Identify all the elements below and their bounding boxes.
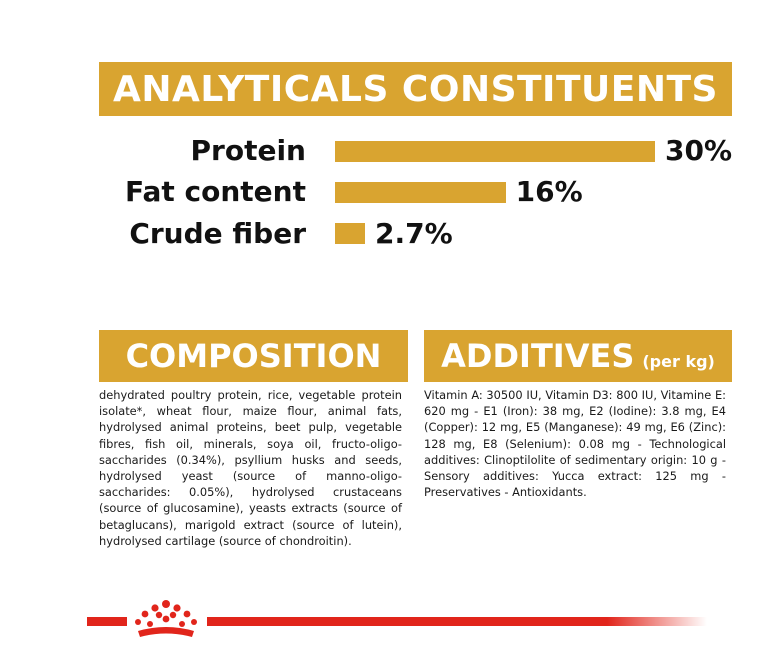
- additives-text: Vitamin A: 30500 IU, Vitamin D3: 800 IU,…: [424, 388, 726, 500]
- analytics-title-banner: ANALYTICALS CONSTITUENTS: [99, 62, 732, 116]
- fat-content-bar: [335, 182, 506, 203]
- additives-title-banner: ADDITIVES (per kg): [424, 330, 732, 382]
- composition-text: dehydrated poultry protein, rice, vegeta…: [99, 388, 402, 548]
- additives-subtitle: (per kg): [642, 351, 715, 371]
- fat-content-value: 16%: [515, 175, 583, 208]
- crown-logo-icon: [135, 600, 197, 637]
- footer-red-line-left: [87, 617, 127, 626]
- crude-fiber-label: Crude fiber: [129, 217, 306, 250]
- protein-value: 30%: [665, 134, 733, 167]
- crude-fiber-bar: [335, 223, 365, 244]
- protein-label: Protein: [190, 134, 306, 167]
- analytics-title: ANALYTICALS CONSTITUENTS: [113, 68, 718, 110]
- fat-content-label: Fat content: [125, 175, 306, 208]
- additives-title: ADDITIVES: [441, 337, 635, 375]
- composition-title-banner: COMPOSITION: [99, 330, 408, 382]
- protein-bar: [335, 141, 655, 162]
- crude-fiber-value: 2.7%: [375, 217, 453, 250]
- composition-title: COMPOSITION: [125, 337, 382, 375]
- footer-red-line-right: [207, 617, 707, 626]
